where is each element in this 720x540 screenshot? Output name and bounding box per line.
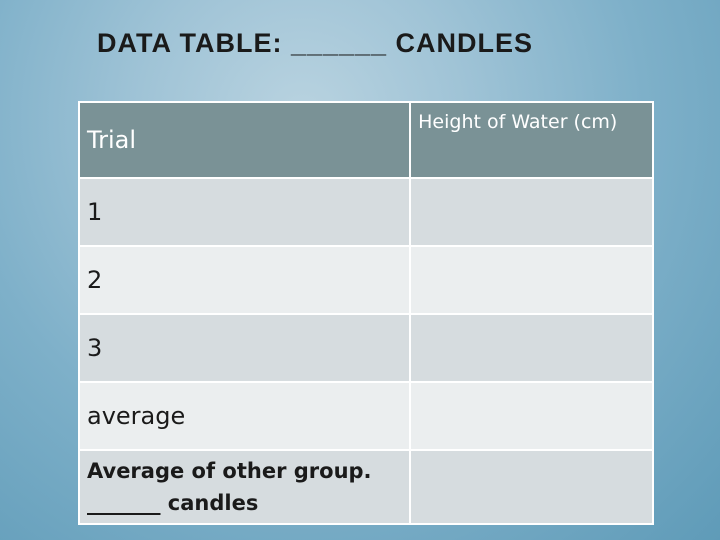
table-row: 2 <box>77 245 654 315</box>
table-header-row: Trial Height of Water (cm) <box>77 101 654 179</box>
height-cell[interactable] <box>409 177 654 247</box>
table-row: average <box>77 381 654 451</box>
data-table: Trial Height of Water (cm) 1 2 3 average… <box>77 101 654 525</box>
table-row: 1 <box>77 177 654 247</box>
trial-cell: 1 <box>77 177 412 247</box>
header-height-of-water: Height of Water (cm) <box>409 101 654 179</box>
table-row: Average of other group. _______ candles <box>77 449 654 525</box>
height-cell[interactable] <box>409 245 654 315</box>
height-cell[interactable] <box>409 313 654 383</box>
trial-cell-line: Average of other group. <box>87 459 372 483</box>
height-cell[interactable] <box>409 449 654 525</box>
trial-cell: 3 <box>77 313 412 383</box>
header-trial: Trial <box>77 101 412 179</box>
trial-cell: 2 <box>77 245 412 315</box>
trial-cell: average <box>77 381 412 451</box>
slide-title: DATA TABLE: ______ CANDLES <box>97 28 534 58</box>
trial-cell-line: _______ candles <box>87 491 259 515</box>
height-cell[interactable] <box>409 381 654 451</box>
trial-cell: Average of other group. _______ candles <box>77 449 412 525</box>
table-row: 3 <box>77 313 654 383</box>
